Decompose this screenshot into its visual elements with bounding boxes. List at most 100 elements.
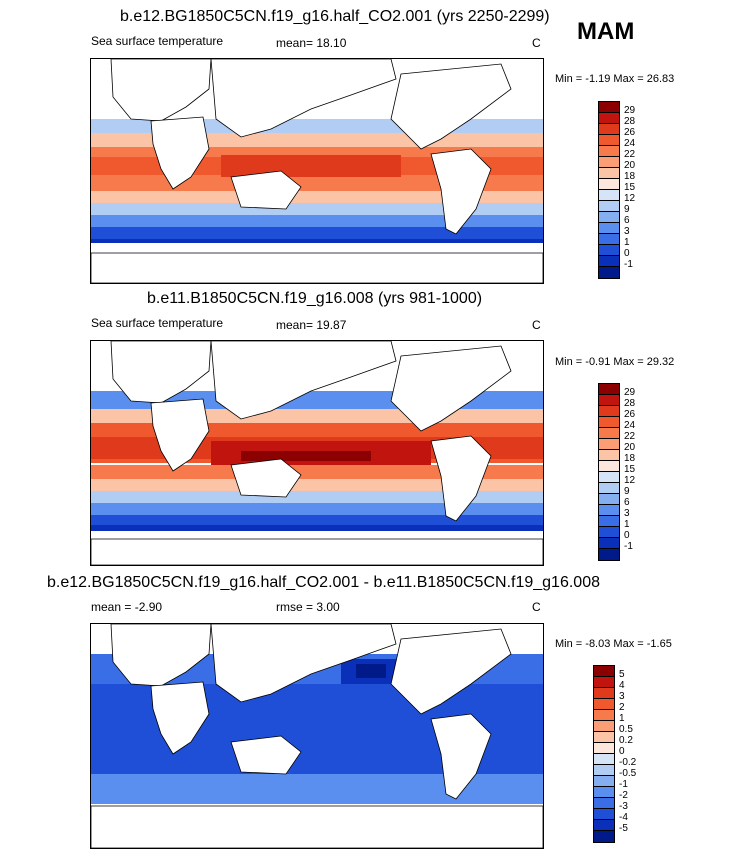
colorbar-swatch [594, 820, 614, 831]
map-middle [90, 340, 544, 566]
max-value: 26.83 [646, 73, 675, 85]
colorbar-tick-label: 28 [624, 398, 636, 409]
panel-middle-mean: mean= 19.87 [276, 318, 346, 332]
panel-top-title: b.e12.BG1850C5CN.f19_g16.half_CO2.001 (y… [120, 8, 550, 25]
colorbar-swatch [599, 223, 619, 234]
max-label: Max = [613, 73, 644, 85]
colorbar-swatch [599, 439, 619, 450]
colorbar-swatch [599, 494, 619, 505]
colorbar-tick-label: -1 [619, 779, 628, 790]
colorbar-tick-label: 6 [624, 497, 630, 508]
colorbar-tick-label: 26 [624, 127, 636, 138]
map-top [90, 58, 544, 284]
colorbar-swatch [594, 699, 614, 710]
colorbar-tick-label: 28 [624, 116, 636, 127]
colorbar-tick-label: -1 [624, 541, 633, 552]
colorbar-swatch [594, 776, 614, 787]
panel-bottom-title: b.e12.BG1850C5CN.f19_g16.half_CO2.001 - … [47, 574, 600, 591]
colorbar-swatch [594, 787, 614, 798]
min-label: Min = [555, 638, 583, 650]
colorbar-tick-label: 18 [624, 453, 636, 464]
colorbar-tick-label: 0 [624, 248, 630, 259]
colorbar-tick-label: -3 [619, 801, 628, 812]
panel-bottom-mean: mean = -2.90 [91, 600, 162, 614]
min-value: -0.91 [585, 356, 611, 368]
panel-middle-title: b.e11.B1850C5CN.f19_g16.008 (yrs 981-100… [147, 290, 483, 307]
colorbar-tick-label: 12 [624, 193, 636, 204]
colorbar-swatch [599, 483, 619, 494]
colorbar-swatch [599, 505, 619, 516]
colorbar-tick-label: 4 [619, 680, 625, 691]
colorbar-swatch [594, 754, 614, 765]
colorbar-tick-label: 3 [624, 226, 630, 237]
colorbar-swatch [599, 146, 619, 157]
colorbar-swatch [599, 212, 619, 223]
colorbar-tick-label: 15 [624, 464, 636, 475]
colorbar-swatch [599, 538, 619, 549]
colorbar-tick-label: 0 [624, 530, 630, 541]
colorbar-tick-label: -4 [619, 812, 628, 823]
max-label: Max = [613, 356, 644, 368]
colorbar-swatch [599, 157, 619, 168]
min-value: -8.03 [585, 638, 611, 650]
mean-value: 18.10 [316, 36, 347, 50]
season-label: MAM [577, 18, 635, 45]
panel-top-variable: Sea surface temperature [91, 34, 224, 48]
colorbar-tick-label: 1 [624, 237, 630, 248]
colorbar-swatch [599, 516, 619, 527]
colorbar-bottom [593, 665, 615, 843]
colorbar-tick-label: 26 [624, 409, 636, 420]
mean-label: mean= [276, 318, 314, 332]
panel-bottom-minmax: Min = -8.03 Max = -1.65 [555, 638, 672, 650]
panel-middle-units: C [532, 318, 541, 332]
colorbar-swatch [594, 677, 614, 688]
max-value: 29.32 [646, 356, 675, 368]
mean-label: mean= [276, 36, 314, 50]
colorbar-swatch [599, 395, 619, 406]
colorbar-top [598, 101, 620, 279]
colorbar-swatch [599, 461, 619, 472]
colorbar-swatch [599, 124, 619, 135]
colorbar-swatch [599, 384, 619, 395]
panel-top-mean: mean= 18.10 [276, 36, 346, 50]
colorbar-tick-label: 24 [624, 138, 636, 149]
colorbar-swatch [599, 527, 619, 538]
map-bottom [90, 623, 544, 849]
colorbar-swatch [599, 267, 619, 278]
colorbar-swatch [599, 190, 619, 201]
colorbar-swatch [594, 721, 614, 732]
colorbar-swatch [599, 406, 619, 417]
colorbar-tick-label: 3 [619, 691, 625, 702]
colorbar-swatch [594, 809, 614, 820]
panel-middle-variable: Sea surface temperature [91, 316, 224, 330]
colorbar-tick-label: 29 [624, 105, 636, 116]
colorbar-tick-label: 0.2 [619, 735, 633, 746]
colorbar-tick-label: 18 [624, 171, 636, 182]
colorbar-tick-label: 5 [619, 669, 625, 680]
min-label: Min = [555, 356, 583, 368]
colorbar-tick-label: 9 [624, 486, 630, 497]
colorbar-swatch [599, 234, 619, 245]
colorbar-swatch [599, 245, 619, 256]
colorbar-swatch [599, 113, 619, 124]
colorbar-swatch [594, 831, 614, 842]
colorbar-tick-label: 12 [624, 475, 636, 486]
panel-middle-minmax: Min = -0.91 Max = 29.32 [555, 356, 674, 368]
colorbar-swatch [599, 179, 619, 190]
colorbar-tick-label: -0.2 [619, 757, 637, 768]
rmse-label: rmse = [276, 600, 314, 614]
colorbar-tick-label: 20 [624, 442, 636, 453]
colorbar-tick-label: 29 [624, 387, 636, 398]
colorbar-swatch [599, 168, 619, 179]
colorbar-swatch [594, 743, 614, 754]
colorbar-tick-label: -5 [619, 823, 628, 834]
colorbar-tick-label: 0.5 [619, 724, 633, 735]
colorbar-tick-label: 3 [624, 508, 630, 519]
panel-bottom-rmse: rmse = 3.00 [276, 600, 340, 614]
mean-label: mean = [91, 600, 132, 614]
mean-value: 19.87 [316, 318, 347, 332]
colorbar-tick-label: -1 [624, 259, 633, 270]
colorbar-swatch [594, 666, 614, 677]
min-value: -1.19 [585, 73, 611, 85]
colorbar-tick-label: 0 [619, 746, 625, 757]
